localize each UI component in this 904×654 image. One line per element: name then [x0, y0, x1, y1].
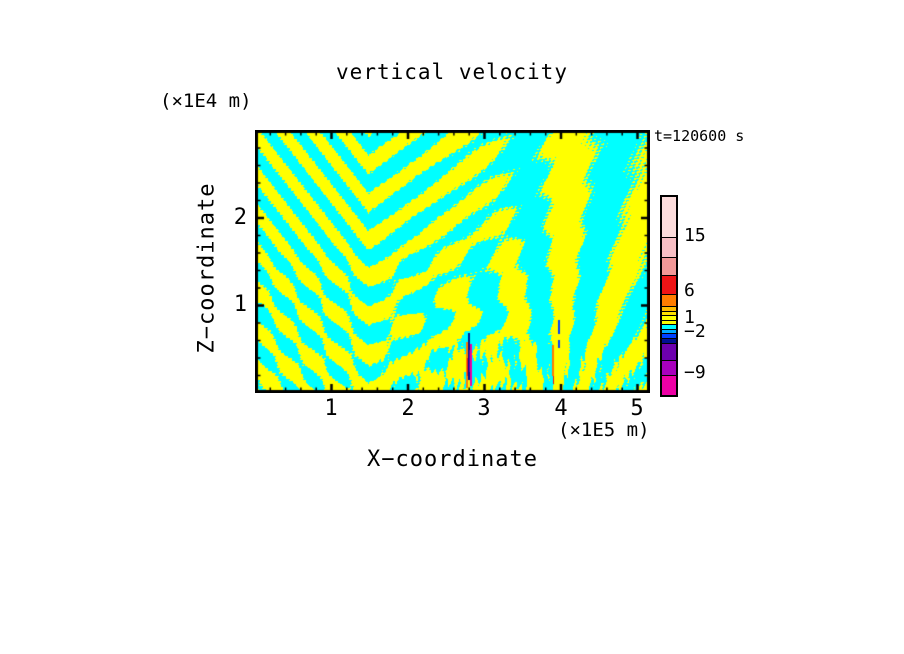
colorbar-segment-10 [662, 328, 676, 333]
z-tick-label-1: 1 [233, 292, 247, 317]
colorbar-segment-14 [662, 360, 676, 375]
colorbar-label-6: 6 [684, 280, 695, 301]
x-axis-title: X−coordinate [367, 447, 538, 472]
colorbar-segment-5 [662, 306, 676, 311]
x-tick-label-3: 3 [477, 396, 491, 421]
colorbar-segment-6 [662, 310, 676, 315]
z-tick-label-2: 2 [233, 205, 247, 230]
colorbar-segment-11 [662, 333, 676, 338]
timestamp-label: t=120600 s [654, 127, 745, 145]
colorbar-segment-8 [662, 319, 676, 324]
x-tick-label-4: 4 [554, 396, 568, 421]
y-axis-unit-label: (×1E4 m) [160, 90, 252, 112]
x-tick-label-5: 5 [630, 396, 644, 421]
colorbar-segment-3 [662, 275, 676, 294]
colorbar [660, 195, 678, 397]
colorbar-label-15: 15 [684, 224, 706, 246]
colorbar-segment-9 [662, 324, 676, 329]
chart-title: vertical velocity [336, 60, 568, 84]
x-axis-unit-label: (×1E5 m) [558, 419, 650, 441]
colorbar-segment-13 [662, 342, 676, 360]
colorbar-segment-15 [662, 375, 676, 395]
colorbar-segment-1 [662, 237, 676, 257]
colorbar-segment-12 [662, 337, 676, 343]
colorbar-segment-7 [662, 315, 676, 320]
colorbar-segment-2 [662, 257, 676, 275]
x-tick-label-1: 1 [324, 396, 338, 421]
colorbar-label-neg9: −9 [684, 362, 706, 383]
contour-plot-canvas [255, 130, 650, 393]
colorbar-label-neg2: −2 [684, 320, 706, 342]
colorbar-segment-0 [662, 197, 676, 237]
colorbar-segment-4 [662, 294, 676, 306]
x-tick-label-2: 2 [401, 396, 415, 421]
colorbar-label-1: 1 [684, 306, 695, 328]
